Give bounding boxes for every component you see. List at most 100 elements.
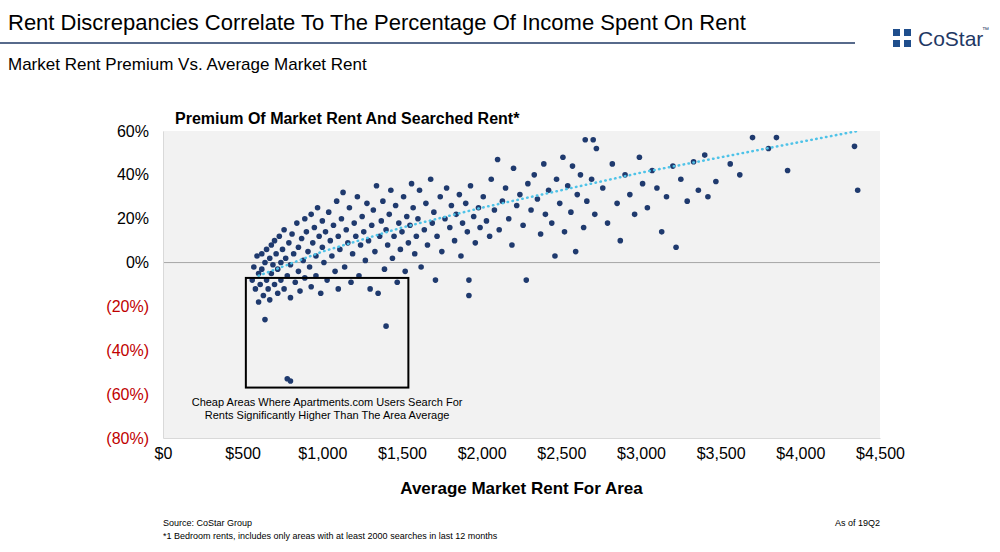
x-tick: $2,000 xyxy=(458,438,507,462)
data-point xyxy=(538,231,544,237)
data-point xyxy=(673,244,679,250)
data-point xyxy=(785,168,791,174)
data-point xyxy=(296,269,302,275)
data-point xyxy=(259,251,265,257)
data-point xyxy=(326,209,332,215)
data-point xyxy=(342,264,348,270)
x-tick: $4,500 xyxy=(856,438,905,462)
data-point xyxy=(750,135,756,141)
annotation-text: Cheap Areas Where Apartments.com Users S… xyxy=(192,396,463,408)
x-tick-label: $4,000 xyxy=(776,445,825,462)
data-point xyxy=(382,266,388,272)
data-point xyxy=(353,233,359,239)
data-point xyxy=(386,212,392,218)
y-tick-label: (40%) xyxy=(106,342,149,359)
data-point xyxy=(289,231,295,237)
footer-note: *1 Bedroom rents, includes only areas wi… xyxy=(163,531,498,541)
data-point xyxy=(305,249,311,255)
data-point xyxy=(334,198,340,204)
x-tick: $3,000 xyxy=(617,438,666,462)
data-point xyxy=(254,253,260,259)
data-point xyxy=(267,297,273,303)
data-point xyxy=(335,286,341,292)
footer-as-of: As of 19Q2 xyxy=(835,518,880,528)
data-point xyxy=(554,176,560,182)
data-point xyxy=(404,214,410,220)
data-point xyxy=(471,214,477,220)
data-point xyxy=(291,251,297,257)
data-point xyxy=(328,238,334,244)
data-point xyxy=(492,207,498,213)
data-point xyxy=(278,260,284,266)
x-tick: $4,000 xyxy=(776,438,825,462)
data-point xyxy=(727,161,733,167)
y-axis-line xyxy=(163,132,164,439)
data-point xyxy=(340,190,346,196)
data-point xyxy=(318,290,324,296)
data-point xyxy=(514,203,520,209)
page-subtitle: Market Rent Premium Vs. Average Market R… xyxy=(8,55,367,74)
y-tick-label: (60%) xyxy=(106,386,149,403)
data-point xyxy=(415,216,421,222)
data-point xyxy=(589,176,595,182)
data-point xyxy=(737,172,743,178)
data-point xyxy=(444,185,450,191)
data-point xyxy=(531,172,537,178)
data-point xyxy=(358,242,364,248)
data-point xyxy=(465,229,471,235)
data-point xyxy=(281,227,287,233)
data-point xyxy=(417,187,423,193)
data-point xyxy=(468,183,474,189)
data-point xyxy=(422,227,428,233)
data-point xyxy=(594,146,600,152)
data-point xyxy=(565,183,571,189)
data-point xyxy=(259,266,265,272)
data-point xyxy=(308,284,314,290)
data-point xyxy=(401,194,407,200)
data-point xyxy=(355,194,361,200)
y-tick: 20% xyxy=(117,210,163,227)
data-point xyxy=(617,238,623,244)
data-point xyxy=(312,225,318,231)
data-point xyxy=(520,222,526,228)
data-point xyxy=(852,144,858,150)
data-point xyxy=(348,280,354,286)
data-point xyxy=(390,255,396,261)
x-tick-label: $3,500 xyxy=(697,445,746,462)
x-tick: $1,000 xyxy=(298,438,347,462)
data-point xyxy=(535,196,541,202)
data-point xyxy=(359,214,365,220)
data-point xyxy=(855,187,861,193)
data-point xyxy=(410,205,416,211)
x-tick-label: $0 xyxy=(155,445,173,462)
data-point xyxy=(578,172,584,178)
data-point xyxy=(449,203,455,209)
y-tick-label: 40% xyxy=(117,166,149,183)
data-point xyxy=(702,152,708,158)
x-tick: $500 xyxy=(225,438,261,462)
x-tick: $2,500 xyxy=(537,438,586,462)
data-point xyxy=(292,280,298,286)
data-point xyxy=(409,181,415,187)
data-point xyxy=(541,161,547,167)
data-point xyxy=(437,194,443,200)
data-point xyxy=(329,253,335,259)
y-tick: 60% xyxy=(117,123,163,140)
y-tick-label: (80%) xyxy=(106,430,149,447)
data-point xyxy=(705,194,711,200)
scatter-points xyxy=(249,135,860,384)
data-point xyxy=(307,264,313,270)
data-point xyxy=(562,229,568,235)
data-point xyxy=(264,247,270,253)
data-point xyxy=(684,198,690,204)
data-point xyxy=(398,247,404,253)
annotation-text: Rents Significantly Higher Than The Area… xyxy=(205,409,450,421)
data-point xyxy=(296,244,302,250)
data-point xyxy=(399,229,405,235)
data-point xyxy=(414,233,420,239)
x-tick: $1,500 xyxy=(378,438,427,462)
x-tick: $3,500 xyxy=(697,438,746,462)
data-point xyxy=(256,299,262,305)
data-point xyxy=(568,209,574,215)
logo-mark: ™ xyxy=(982,26,989,33)
